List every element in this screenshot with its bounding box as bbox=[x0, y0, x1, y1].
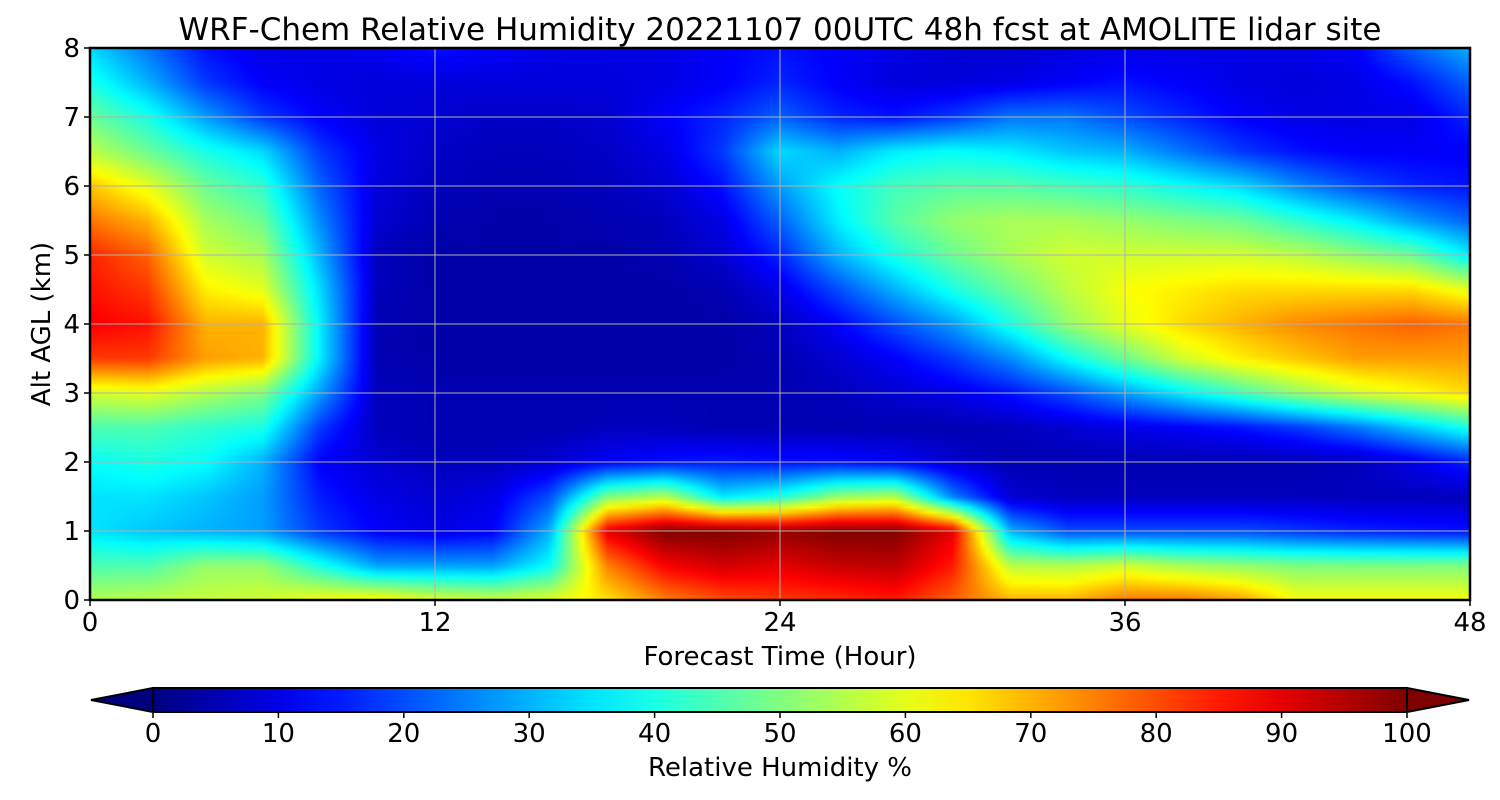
colorbar-tick-label: 40 bbox=[638, 719, 671, 749]
colorbar-ticks: 0 10 20 30 40 50 60 70 80 90 100 bbox=[145, 712, 1432, 749]
colorbar-tick-label: 80 bbox=[1140, 719, 1173, 749]
y-axis-ticks: 0 1 2 3 4 5 6 7 8 bbox=[63, 34, 90, 616]
y-axis-label: Alt AGL (km) bbox=[27, 242, 57, 406]
x-axis-label: Forecast Time (Hour) bbox=[643, 642, 916, 672]
x-tick-label: 48 bbox=[1453, 608, 1486, 638]
colorbar-tick-label: 70 bbox=[1014, 719, 1047, 749]
x-tick-label: 0 bbox=[82, 608, 99, 638]
colorbar-tick-label: 90 bbox=[1265, 719, 1298, 749]
colorbar-max-extension bbox=[1406, 686, 1470, 714]
chart-title: WRF-Chem Relative Humidity 20221107 00UT… bbox=[178, 12, 1381, 48]
y-tick-label: 6 bbox=[63, 172, 80, 202]
colorbar-label: Relative Humidity % bbox=[648, 753, 912, 783]
x-axis-ticks: 0 12 24 36 48 bbox=[82, 600, 1487, 638]
colorbar-tick-label: 100 bbox=[1382, 719, 1432, 749]
y-tick-label: 4 bbox=[63, 310, 80, 340]
colorbar-tick-label: 20 bbox=[387, 719, 420, 749]
x-tick-label: 24 bbox=[763, 608, 796, 638]
y-tick-label: 3 bbox=[63, 379, 80, 409]
y-tick-label: 1 bbox=[63, 517, 80, 547]
colorbar-tick-label: 50 bbox=[763, 719, 796, 749]
x-tick-label: 12 bbox=[418, 608, 451, 638]
colorbar-tick-label: 10 bbox=[262, 719, 295, 749]
colorbar-tick-label: 60 bbox=[889, 719, 922, 749]
y-tick-label: 8 bbox=[63, 34, 80, 64]
y-tick-label: 0 bbox=[63, 586, 80, 616]
colorbar-tick-label: 0 bbox=[145, 719, 162, 749]
colorbar-body bbox=[153, 688, 1407, 712]
colorbar: 0 10 20 30 40 50 60 70 80 90 100 Relative Humidity… bbox=[90, 686, 1470, 783]
y-tick-label: 5 bbox=[63, 241, 80, 271]
x-tick-label: 36 bbox=[1108, 608, 1141, 638]
colorbar-min-extension bbox=[90, 686, 154, 714]
y-tick-label: 7 bbox=[63, 103, 80, 133]
colorbar-tick-label: 30 bbox=[513, 719, 546, 749]
y-tick-label: 2 bbox=[63, 448, 80, 478]
